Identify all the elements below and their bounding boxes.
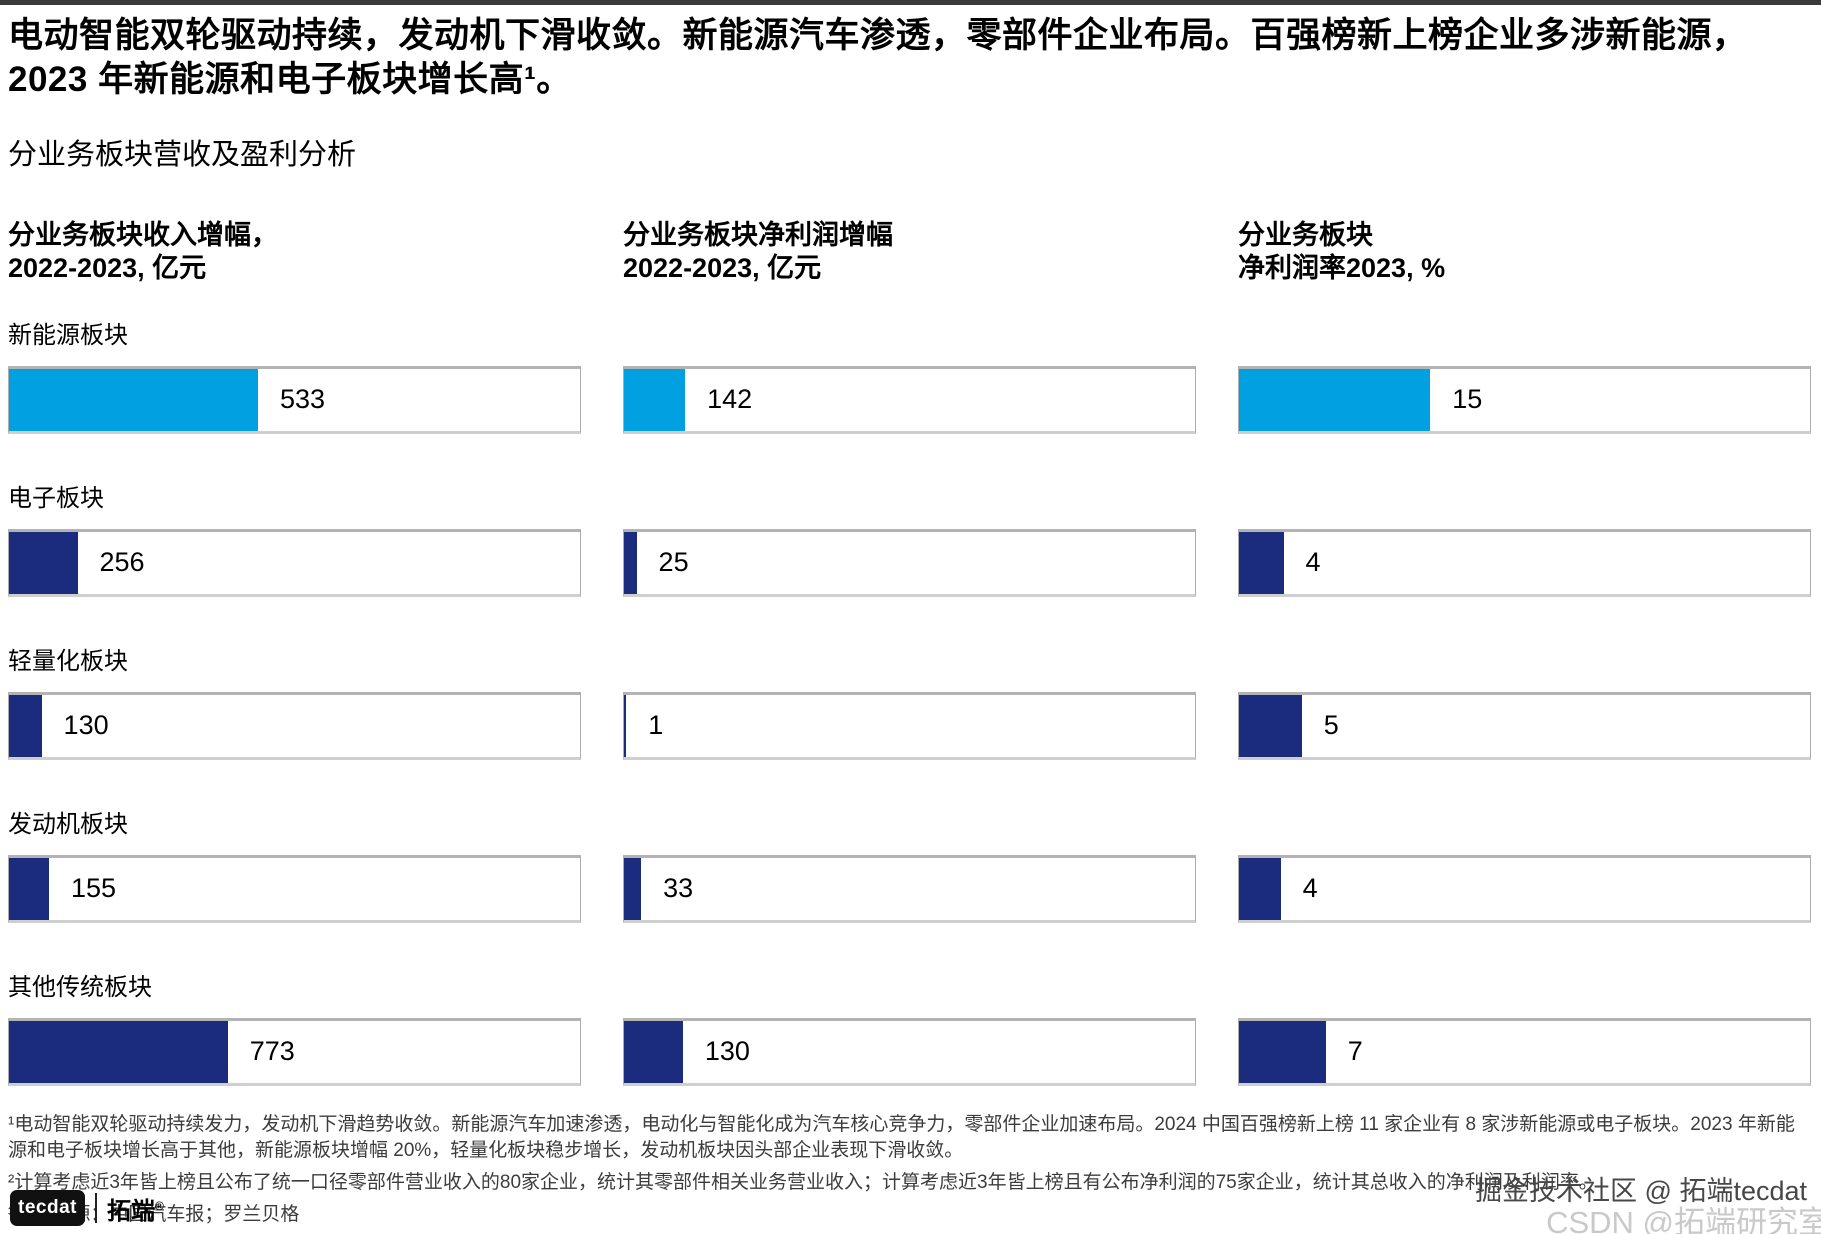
bar-value: 773: [249, 1036, 295, 1067]
column-header-line: 2022-2023, 亿元: [8, 252, 207, 283]
bar-engine-revenue: 155: [8, 854, 581, 923]
watermark-csdn: CSDN @拓端研究室: [1546, 1205, 1821, 1234]
bar-electronics-profit: 25: [623, 528, 1196, 597]
bar-value: 155: [70, 873, 117, 904]
bar-other-profit: 130: [623, 1017, 1196, 1086]
bar-fill: [624, 531, 637, 594]
bar-fill: [9, 857, 49, 920]
bar-new-energy-margin: 15: [1238, 365, 1811, 434]
column-header-margin: 分业务板块 净利润率2023, %: [1238, 219, 1811, 285]
bar-value: 33: [663, 873, 694, 904]
chart-grid: 分业务板块收入增幅， 2022-2023, 亿元 分业务板块净利润增幅 2022…: [8, 173, 1811, 1086]
bar-electronics-margin: 4: [1238, 528, 1811, 597]
bar-engine-profit: 33: [623, 854, 1196, 923]
bar-value: 25: [658, 547, 689, 578]
footnote-2: ²计算考虑近3年皆上榜且公布了统一口径零部件营业收入的80家企业，统计其零部件相…: [8, 1171, 1598, 1193]
chart-title: 分业务板块营收及盈利分析: [8, 138, 357, 171]
row-label-engine: 发动机板块: [8, 810, 128, 838]
tecdat-logo: tecdat 拓端®: [10, 1190, 164, 1226]
bar-fill: [9, 694, 42, 757]
bar-value: 256: [99, 547, 145, 578]
bar-fill: [9, 531, 78, 594]
bar-lightweight-margin: 5: [1238, 691, 1811, 760]
bar-fill: [9, 368, 258, 431]
bar-new-energy-profit: 142: [623, 365, 1196, 434]
bar-value: 1: [648, 710, 664, 741]
bar-electronics-revenue: 256: [8, 528, 581, 597]
column-header-revenue: 分业务板块收入增幅， 2022-2023, 亿元: [8, 219, 581, 285]
bar-fill: [9, 1020, 228, 1083]
row-label-lightweight: 轻量化板块: [8, 647, 128, 675]
bar-value: 15: [1452, 384, 1483, 415]
logo-divider: [94, 1193, 97, 1223]
bar-value: 533: [279, 384, 326, 415]
bar-value: 130: [63, 710, 109, 741]
registered-mark-icon: ®: [154, 1198, 164, 1213]
bar-other-margin: 7: [1238, 1017, 1811, 1086]
bar-fill: [1239, 1020, 1326, 1083]
bar-value: 4: [1305, 547, 1321, 578]
bar-fill: [624, 368, 686, 431]
bar-fill: [1239, 531, 1284, 594]
bar-lightweight-profit: 1: [623, 691, 1196, 760]
bar-other-revenue: 773: [8, 1017, 581, 1086]
row-label-new-energy: 新能源板块: [8, 321, 128, 349]
bar-fill: [624, 694, 627, 757]
bar-fill: [1239, 857, 1281, 920]
row-label-other-traditional: 其他传统板块: [8, 973, 152, 1001]
top-border-strip: [0, 0, 1821, 5]
bar-value: 130: [704, 1036, 750, 1067]
brand-text: 拓端: [106, 1197, 155, 1225]
bar-engine-margin: 4: [1238, 854, 1811, 923]
column-header-profit: 分业务板块净利润增幅 2022-2023, 亿元: [623, 219, 1196, 285]
column-header-line: 2022-2023, 亿元: [623, 252, 822, 283]
bar-value: 7: [1347, 1036, 1363, 1067]
bar-value: 142: [707, 384, 753, 415]
bar-fill: [1239, 694, 1302, 757]
bar-lightweight-revenue: 130: [8, 691, 581, 760]
bar-fill: [624, 1020, 683, 1083]
bar-fill: [1239, 368, 1431, 431]
tecdat-logo-mark: tecdat: [10, 1190, 85, 1226]
bar-new-energy-revenue: 533: [8, 365, 581, 434]
column-header-line: 净利润率2023, %: [1238, 252, 1446, 283]
watermark-juejin: 掘金技术社区 @ 拓端tecdat: [1475, 1176, 1807, 1206]
page-title: 电动智能双轮驱动持续，发动机下滑收敛。新能源汽车渗透，零部件企业布局。百强榜新上…: [8, 16, 1748, 100]
column-header-line: 分业务板块: [1238, 219, 1373, 250]
bar-value: 4: [1302, 873, 1318, 904]
column-header-line: 分业务板块净利润增幅: [623, 219, 893, 250]
row-label-electronics: 电子板块: [8, 484, 104, 512]
bar-fill: [624, 857, 642, 920]
footnote-1: ¹电动智能双轮驱动持续发力，发动机下滑趋势收敛。新能源汽车加速渗透，电动化与智能…: [8, 1113, 1795, 1161]
tecdat-brand-name: 拓端®: [107, 1191, 164, 1226]
column-header-line: 分业务板块收入增幅，: [8, 219, 278, 250]
bar-value: 5: [1323, 710, 1339, 741]
